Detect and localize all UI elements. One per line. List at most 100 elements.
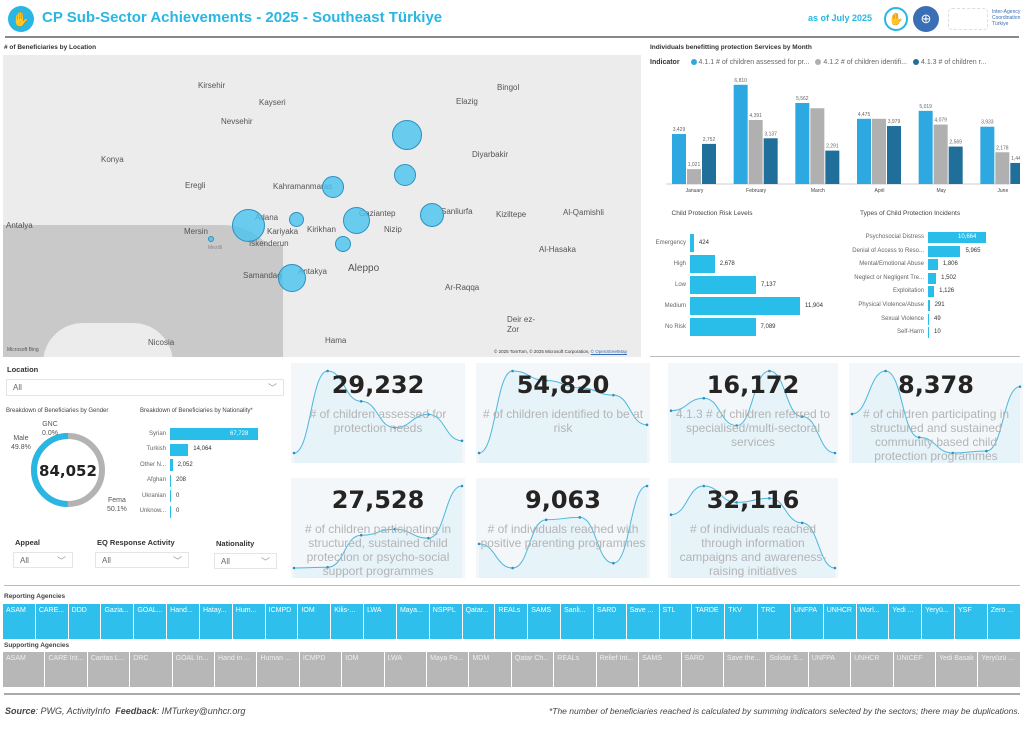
osm-link[interactable]: © OpenStreetMap [590, 349, 627, 354]
bar[interactable] [687, 169, 701, 184]
agency-tile[interactable]: ASAM [3, 604, 35, 639]
agency-tile[interactable]: Yeryüzü ... [978, 652, 1020, 687]
agency-tile[interactable]: Yedi ... [889, 604, 922, 639]
bar[interactable] [763, 138, 778, 184]
agency-tile[interactable]: UNHCR [851, 652, 893, 687]
agency-tile[interactable]: Hand in ... [215, 652, 257, 687]
agency-tile[interactable]: DDD [68, 604, 101, 639]
agency-tile[interactable]: IOM [342, 652, 384, 687]
bar[interactable] [928, 286, 935, 298]
location-bubble-sanliurfa[interactable] [420, 203, 444, 227]
bar[interactable] [928, 232, 986, 243]
kpi-card[interactable]: 27,528 # of children participating in str… [291, 478, 465, 578]
agency-tile[interactable]: ASAM [3, 652, 45, 687]
location-bubble-adana[interactable] [232, 209, 265, 242]
agency-tile[interactable]: TARDE [692, 604, 725, 639]
agency-tile[interactable]: Zero ... [987, 604, 1020, 639]
agency-tile[interactable]: SAMS [639, 652, 681, 687]
bar[interactable] [1010, 162, 1020, 184]
agency-tile[interactable]: Hand... [167, 604, 199, 639]
agency-tile[interactable]: Solidar S... [766, 652, 808, 687]
agency-tile[interactable]: Sanli... [561, 604, 593, 639]
beneficiaries-map[interactable]: Kirsehir Kayseri Nevsehir Konya Eregli K… [3, 55, 641, 357]
agency-tile[interactable]: Human ... [257, 652, 299, 687]
agency-tile[interactable]: LWA [364, 604, 396, 639]
location-bubble-osmaniye[interactable] [289, 212, 304, 227]
agency-tile[interactable]: GOAL... [134, 604, 167, 639]
agency-tile[interactable]: NSPPL [429, 604, 462, 639]
agency-tile[interactable]: UNFPA [808, 652, 851, 687]
bar[interactable] [928, 313, 929, 325]
bar[interactable] [918, 110, 933, 184]
agency-tile[interactable]: MDM [469, 652, 511, 687]
bar[interactable] [170, 474, 171, 487]
bar[interactable] [690, 297, 800, 315]
appeal-filter-select[interactable]: All ﹀ [13, 552, 73, 568]
bar[interactable] [690, 255, 715, 273]
location-bubble-kahramanmaras[interactable] [322, 176, 344, 198]
bar[interactable] [928, 300, 930, 311]
agency-tile[interactable]: Gazia... [101, 604, 134, 639]
legend-item[interactable]: 4.1.2 # of children identifi... [823, 59, 908, 66]
agency-tile[interactable]: SARD [593, 604, 626, 639]
agency-tile[interactable]: UNICEF [893, 652, 935, 687]
agency-tile[interactable]: SARD [681, 652, 723, 687]
agency-tile[interactable]: Hatay... [199, 604, 232, 639]
bar[interactable] [980, 126, 995, 184]
kpi-card[interactable]: 29,232 # of children assessed for protect… [291, 363, 465, 463]
agency-tile[interactable]: Yedi Basak [935, 652, 978, 687]
kpi-card[interactable]: 16,172 4.1.3 # of children referred to sp… [668, 363, 838, 463]
agency-tile[interactable]: Qatar... [462, 604, 495, 639]
agency-tile[interactable]: REALs [495, 604, 528, 639]
agency-tile[interactable]: UNHCR [823, 604, 856, 639]
bar[interactable] [672, 134, 686, 184]
location-bubble-kilis[interactable] [335, 236, 351, 252]
agency-tile[interactable]: GOAL In... [172, 652, 215, 687]
bar[interactable] [928, 245, 961, 257]
bar[interactable] [887, 126, 901, 184]
eq-activity-filter-select[interactable]: All ﹀ [95, 552, 189, 568]
agency-tile[interactable]: Save ... [626, 604, 659, 639]
location-bubble-mersin[interactable] [208, 236, 214, 242]
location-bubble-gaziantep[interactable] [343, 207, 370, 234]
male-segment[interactable] [31, 433, 105, 507]
agency-tile[interactable]: Relief Int... [596, 652, 639, 687]
agency-tile[interactable]: STL [659, 604, 692, 639]
bar[interactable] [170, 459, 173, 471]
agency-tile[interactable]: REALs [554, 652, 596, 687]
agency-tile[interactable]: UNFPA [790, 604, 823, 639]
location-filter-select[interactable]: All ﹀ [6, 379, 284, 396]
agency-tile[interactable]: LWA [384, 652, 427, 687]
bar[interactable] [810, 108, 825, 184]
agency-tile[interactable]: ICMPD [299, 652, 342, 687]
kpi-card[interactable]: 54,820 # of children identified to be at … [476, 363, 650, 463]
location-bubble-hatay[interactable] [278, 264, 306, 292]
bar[interactable] [748, 120, 763, 184]
location-bubble-adiyaman[interactable] [394, 164, 416, 186]
bar[interactable] [170, 505, 171, 518]
bar[interactable] [170, 490, 171, 502]
agency-tile[interactable]: ICMPD [265, 604, 298, 639]
bar[interactable] [690, 276, 756, 294]
agency-tile[interactable]: SAMS [528, 604, 561, 639]
agency-tile[interactable]: Maya... [396, 604, 429, 639]
bar[interactable] [857, 118, 871, 184]
bar[interactable] [995, 152, 1010, 184]
bar[interactable] [702, 143, 716, 184]
bar[interactable] [928, 272, 937, 284]
agency-tile[interactable]: TKV [725, 604, 758, 639]
bar[interactable] [948, 146, 963, 184]
bar[interactable] [690, 318, 756, 336]
kpi-card[interactable]: 32,116 # of individuals reached through i… [668, 478, 838, 578]
bar[interactable] [928, 327, 929, 339]
bar[interactable] [825, 150, 840, 184]
feedback-value[interactable]: : IMTurkey@unhcr.org [156, 706, 246, 716]
agency-tile[interactable]: TRC [758, 604, 790, 639]
bar[interactable] [733, 84, 748, 184]
bar[interactable] [170, 443, 189, 456]
agency-tile[interactable]: DRC [130, 652, 172, 687]
legend-item[interactable]: 4.1.1 # of children assessed for pr... [698, 59, 810, 66]
bar[interactable] [170, 428, 258, 440]
agency-tile[interactable]: IOM [298, 604, 331, 639]
kpi-card[interactable]: 8,378 # of children participating in stru… [849, 363, 1023, 463]
